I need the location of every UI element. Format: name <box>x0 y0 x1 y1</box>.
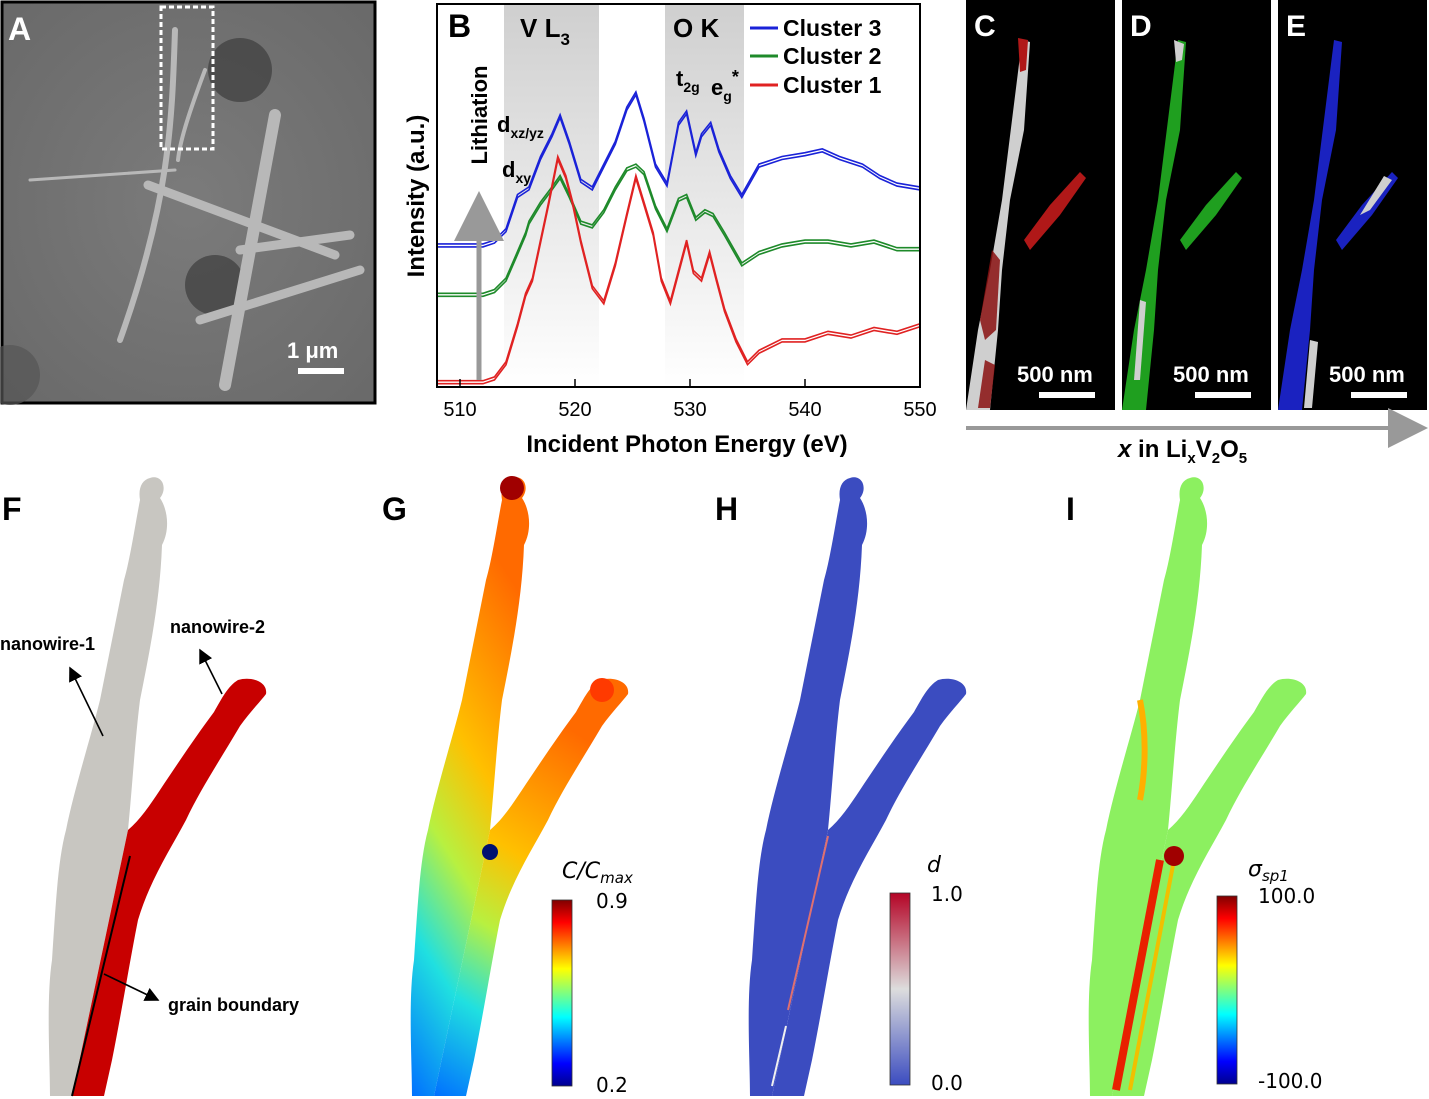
label-nanowire-2: nanowire-2 <box>170 617 265 637</box>
x-tick-label: 520 <box>558 399 591 421</box>
grain-boundary-pointer <box>103 973 160 1001</box>
peak-dxzyz: dxz/yz <box>497 112 544 141</box>
x-tick-label: 540 <box>788 399 821 421</box>
panel-g: G C/Cmax 0.9 0.2 <box>382 476 633 1097</box>
region-v-l3-text: V L <box>520 13 561 43</box>
nanowire-1-pointer <box>69 666 104 737</box>
panel-f: F nanowire-1 nanowire-2 grain boundary <box>0 477 299 1097</box>
panel-e-scalebar <box>1351 392 1407 398</box>
legend: Cluster 3 Cluster 2 Cluster 1 <box>750 15 882 98</box>
peak-dxy: dxy <box>502 157 531 186</box>
panel-e-scalebar-text: 500 nm <box>1329 362 1405 387</box>
panel-i-label: I <box>1066 491 1075 527</box>
nanowire-2-pointer <box>199 648 223 695</box>
lithiation-label: Lithiation <box>467 66 492 165</box>
label-grain-boundary: grain boundary <box>168 995 299 1015</box>
panel-h: H d 1.0 0.0 <box>715 477 967 1097</box>
series-line-cluster-1-a <box>437 153 921 382</box>
colorbar-h-max: 1.0 <box>931 882 963 906</box>
legend-cluster-2: Cluster 2 <box>783 43 881 69</box>
plot-frame <box>436 3 921 388</box>
panel-f-label: F <box>2 491 22 527</box>
composition-label: x in LixV2O5 <box>1116 436 1247 467</box>
region-v-l3-sub: 3 <box>560 30 569 49</box>
x-axis-label: Incident Photon Energy (eV) <box>526 431 847 458</box>
panel-i: I σsp1 100.0 -100.0 <box>1066 477 1322 1097</box>
region-o-k: O K <box>673 13 719 43</box>
panel-c-scalebar <box>1039 392 1095 398</box>
colorbar-h-title: d <box>927 853 942 878</box>
panel-e-label: E <box>1286 10 1306 43</box>
panel-a-label: A <box>8 11 31 47</box>
panel-c: C 500 nm <box>966 0 1115 410</box>
colorbar-h <box>889 892 911 1086</box>
x-tick-label: 510 <box>443 399 476 421</box>
legend-cluster-1: Cluster 1 <box>783 72 882 98</box>
panel-d: D 500 nm <box>1122 0 1271 410</box>
peak-t2g: t2g <box>676 66 700 95</box>
colorbar-g-title: C/Cmax <box>562 859 633 887</box>
spectra-lines <box>437 89 921 385</box>
panel-c-scalebar-text: 500 nm <box>1017 362 1093 387</box>
colorbar-i-title: σsp1 <box>1248 857 1289 885</box>
nanowire-1-shape <box>48 477 168 1097</box>
panel-d-label: D <box>1130 10 1152 43</box>
panel-a: A 1 μm <box>0 0 377 405</box>
grain-boundary-line <box>71 855 131 1097</box>
peak-eg: eg* <box>711 67 739 104</box>
colorbar-g <box>551 899 573 1087</box>
series-line-cluster-3-a <box>437 89 921 245</box>
series-line-cluster-2-a <box>437 163 920 295</box>
series-line-cluster-1-b <box>437 156 921 385</box>
label-nanowire-1: nanowire-1 <box>0 634 95 654</box>
series-line-cluster-3-b <box>437 92 921 248</box>
colorbar-g-max: 0.9 <box>596 889 628 913</box>
legend-cluster-3: Cluster 3 <box>783 15 881 41</box>
panel-d-scalebar-text: 500 nm <box>1173 362 1249 387</box>
x-tick-label: 550 <box>903 399 936 421</box>
panel-a-scalebar <box>298 368 344 374</box>
panel-d-scalebar <box>1195 392 1251 398</box>
colorbar-i-max: 100.0 <box>1258 884 1315 908</box>
series-line-cluster-2-b <box>437 166 920 298</box>
nanowire-2-shape <box>72 678 267 1096</box>
panel-e: E 500 nm <box>1278 0 1427 410</box>
panel-h-label: H <box>715 491 738 527</box>
panel-a-scalebar-text: 1 μm <box>287 338 338 363</box>
y-axis-label: Intensity (a.u.) <box>403 115 430 278</box>
colorbar-h-min: 0.0 <box>931 1071 963 1095</box>
region-v-l3: V L3 <box>520 13 570 49</box>
panel-b: 510 520 530 540 550 Incident Photon Energy (… <box>403 3 937 458</box>
colorbar-i <box>1216 895 1238 1085</box>
colorbar-i-min: -100.0 <box>1258 1069 1322 1093</box>
x-axis-ticks: 510 520 530 540 550 <box>443 379 937 421</box>
panel-g-label: G <box>382 491 407 527</box>
colorbar-g-min: 0.2 <box>596 1073 628 1097</box>
x-tick-label: 530 <box>673 399 706 421</box>
panel-c-label: C <box>974 10 996 43</box>
shade-v-l3 <box>504 4 599 387</box>
panel-b-label: B <box>448 8 471 44</box>
